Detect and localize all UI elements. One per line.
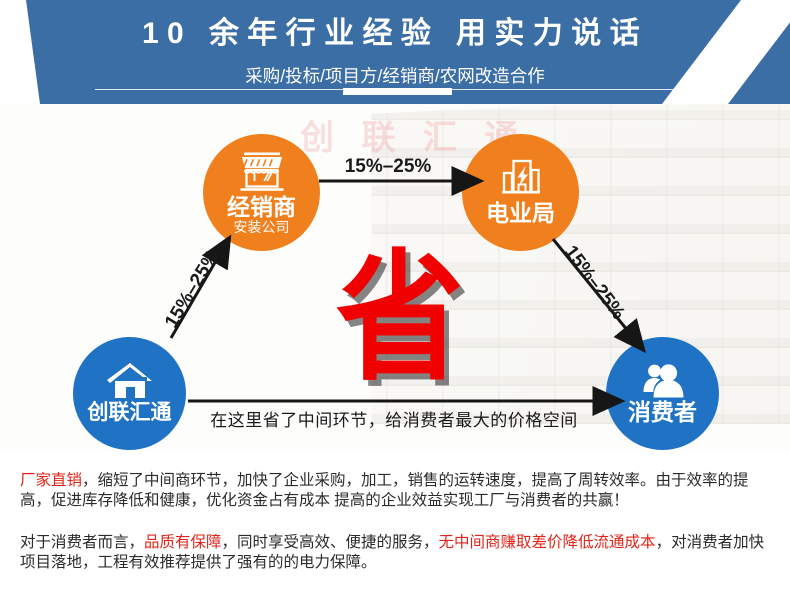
svg-text:15%–25%: 15%–25% [161,247,224,332]
svg-text:15%–25%: 15%–25% [560,242,629,324]
svg-text:15%–25%: 15%–25% [345,156,432,177]
